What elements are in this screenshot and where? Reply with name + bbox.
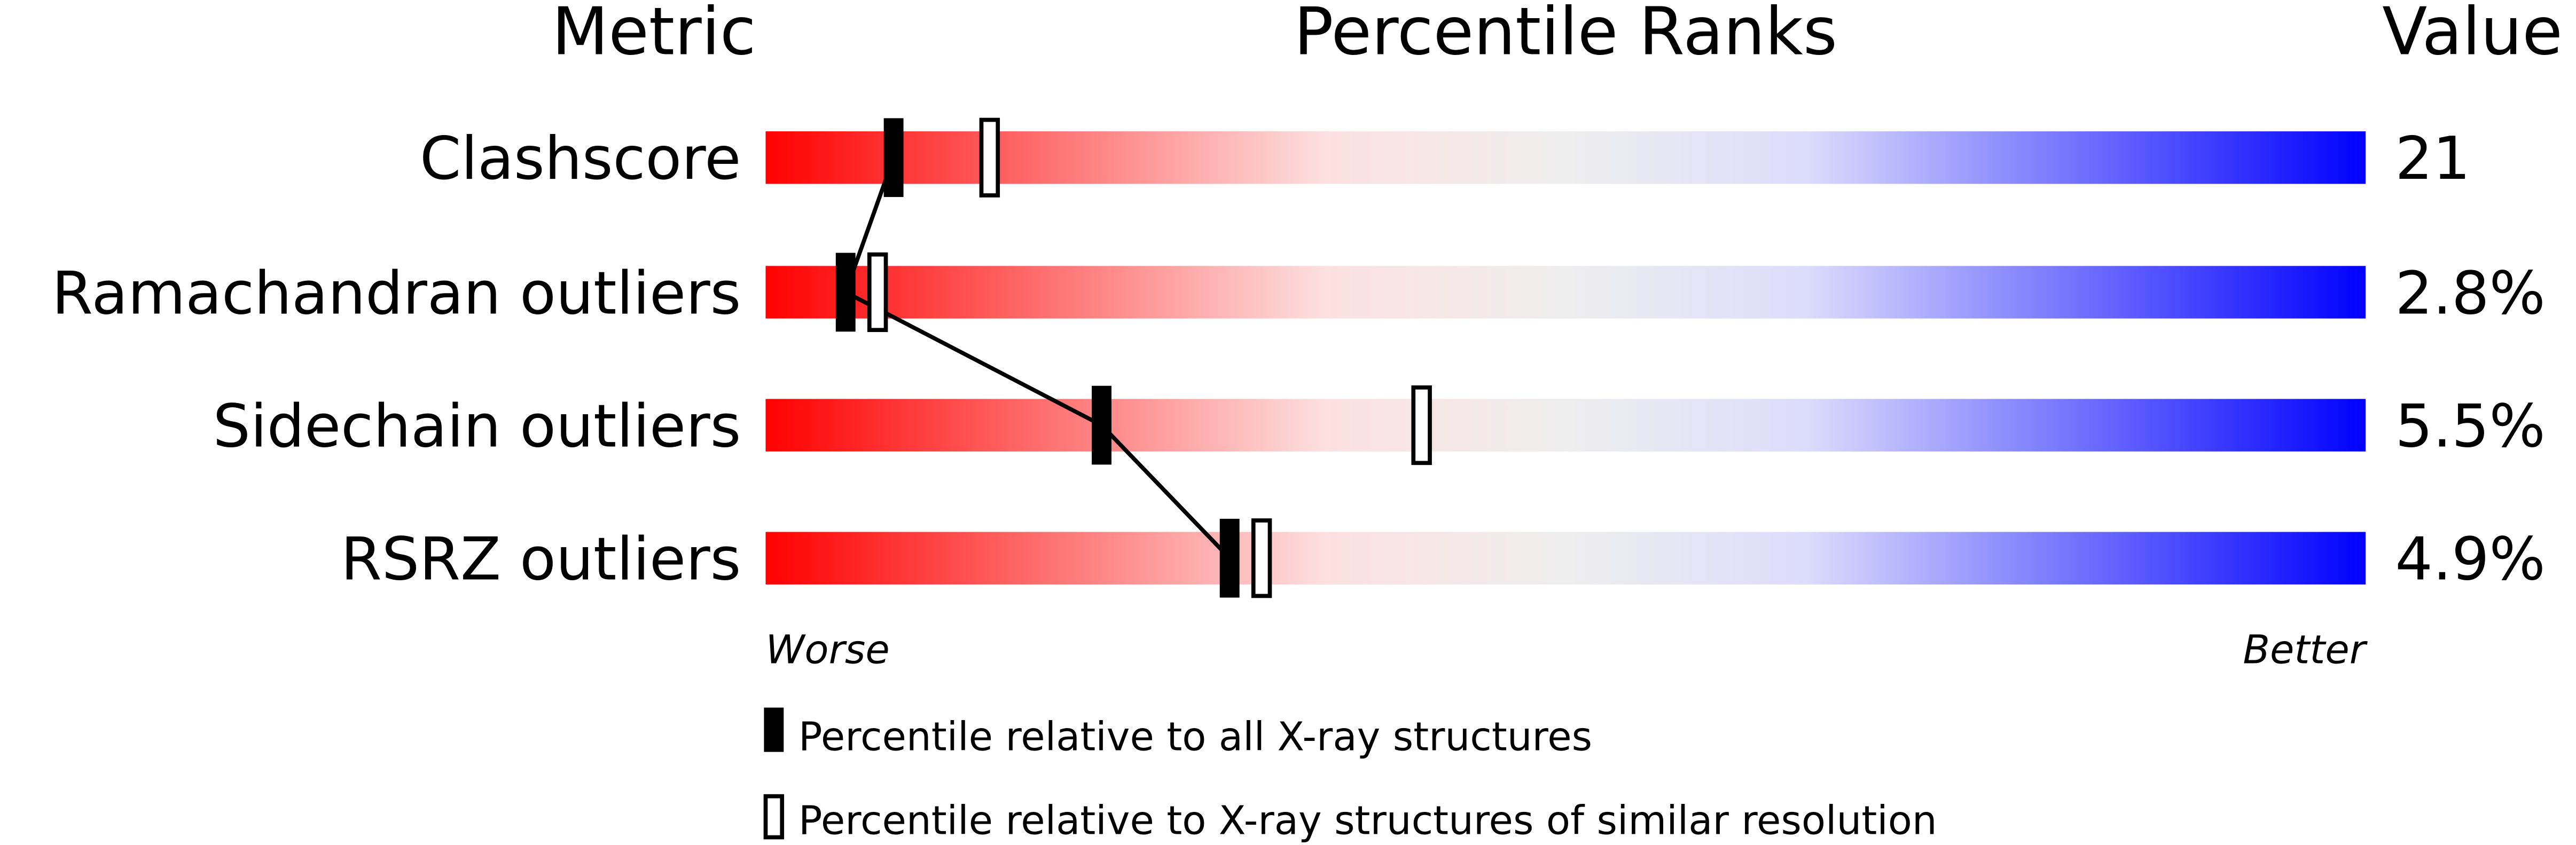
header-metric: Metric xyxy=(552,0,756,70)
marker-all-structures xyxy=(1219,518,1240,598)
marker-all-structures xyxy=(1092,385,1111,465)
metric-label: Clashscore xyxy=(420,124,741,193)
percentile-connector-line xyxy=(843,156,1231,560)
percentile-bar xyxy=(765,131,2366,184)
marker-similar-resolution xyxy=(979,117,1000,198)
better-label: Better xyxy=(2243,627,2368,673)
metric-value: 4.9% xyxy=(2395,525,2545,594)
legend-label-all: Percentile relative to all X-ray structu… xyxy=(798,714,1592,760)
marker-similar-resolution xyxy=(867,252,888,333)
metric-value: 2.8% xyxy=(2395,259,2545,328)
legend-filled-marker-icon xyxy=(764,707,784,752)
marker-similar-resolution xyxy=(1251,518,1272,598)
percentile-bar xyxy=(765,399,2366,452)
marker-similar-resolution xyxy=(1411,385,1432,465)
metric-label: RSRZ outliers xyxy=(341,525,741,594)
worse-label: Worse xyxy=(765,627,889,673)
header-value: Value xyxy=(2382,0,2563,70)
legend-open-marker-icon xyxy=(763,794,785,840)
legend-label-similar: Percentile relative to X-ray structures … xyxy=(798,797,1937,843)
metric-value: 21 xyxy=(2395,124,2470,193)
marker-all-structures xyxy=(883,118,904,198)
header-percentile-ranks: Percentile Ranks xyxy=(1294,0,1837,70)
marker-all-structures xyxy=(835,252,856,332)
metric-label: Ramachandran outliers xyxy=(52,259,741,328)
metric-label: Sidechain outliers xyxy=(213,392,741,461)
metric-value: 5.5% xyxy=(2395,392,2545,461)
percentile-bar xyxy=(765,266,2366,319)
percentile-bar xyxy=(765,532,2366,585)
